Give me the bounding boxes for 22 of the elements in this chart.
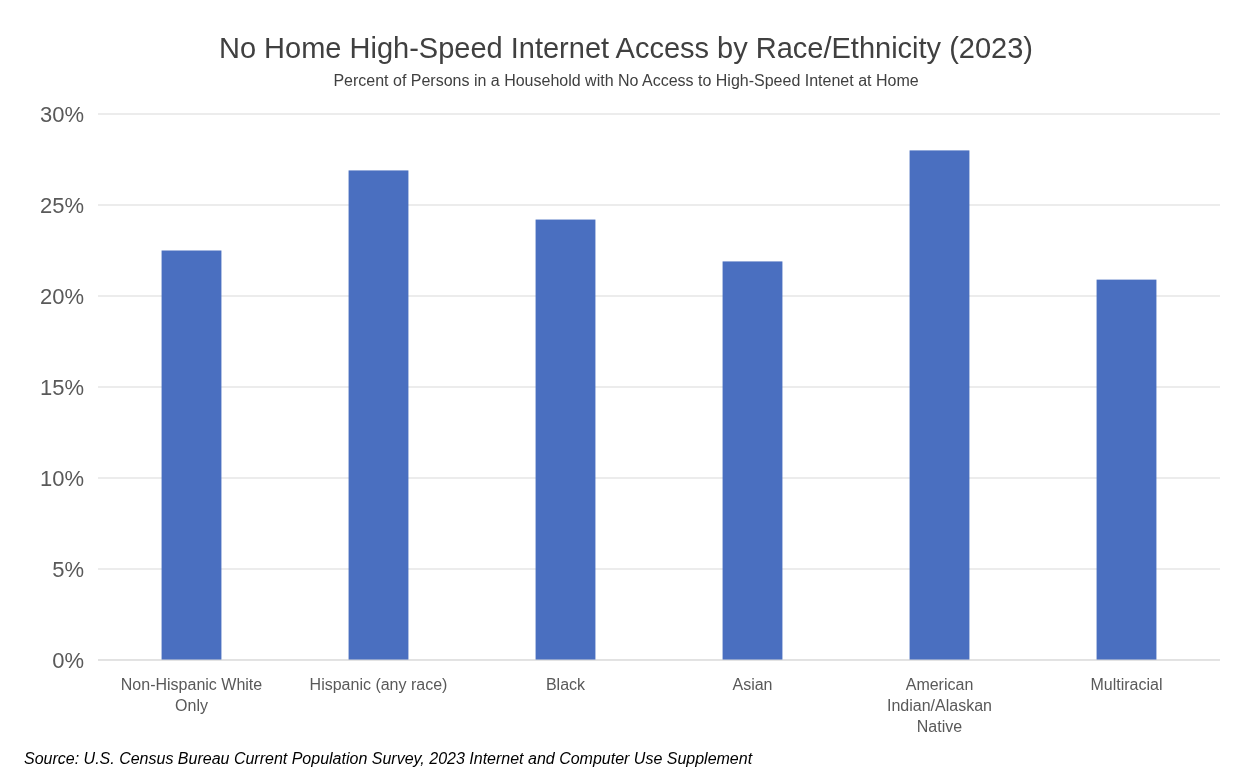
y-tick-label: 0% (52, 647, 84, 673)
x-tick-label: Asian (732, 676, 773, 693)
x-tick-label: Multiracial (1090, 676, 1163, 693)
y-tick-label: 10% (39, 465, 84, 491)
chart-title: No Home High-Speed Internet Access by Race/Ethnicity (2023) (218, 32, 1034, 64)
bar (161, 250, 222, 660)
y-tick-label: 30% (39, 101, 84, 127)
bar (909, 150, 970, 660)
x-tick-label: Non-Hispanic White Only (120, 676, 263, 714)
y-tick-label: 5% (52, 556, 84, 582)
y-tick-label: 20% (39, 283, 84, 309)
bar (535, 219, 596, 660)
source-note: Source: U.S. Census Bureau Current Population Survey, 2023 Internet and Computer Use Supplement (24, 750, 753, 767)
x-tick-label: Black (545, 676, 587, 693)
chart-subtitle: Percent of Persons in a Household with No Access to High-Speed Intenet at Home (333, 72, 919, 89)
y-tick-label: 25% (39, 192, 84, 218)
x-tick-label: American Indian/Alaskan Native (887, 676, 992, 735)
y-tick-label: 15% (39, 374, 84, 400)
x-tick-label: Hispanic (any race) (309, 676, 448, 693)
bar (1096, 279, 1157, 660)
bar (348, 170, 409, 660)
bar (722, 261, 783, 660)
